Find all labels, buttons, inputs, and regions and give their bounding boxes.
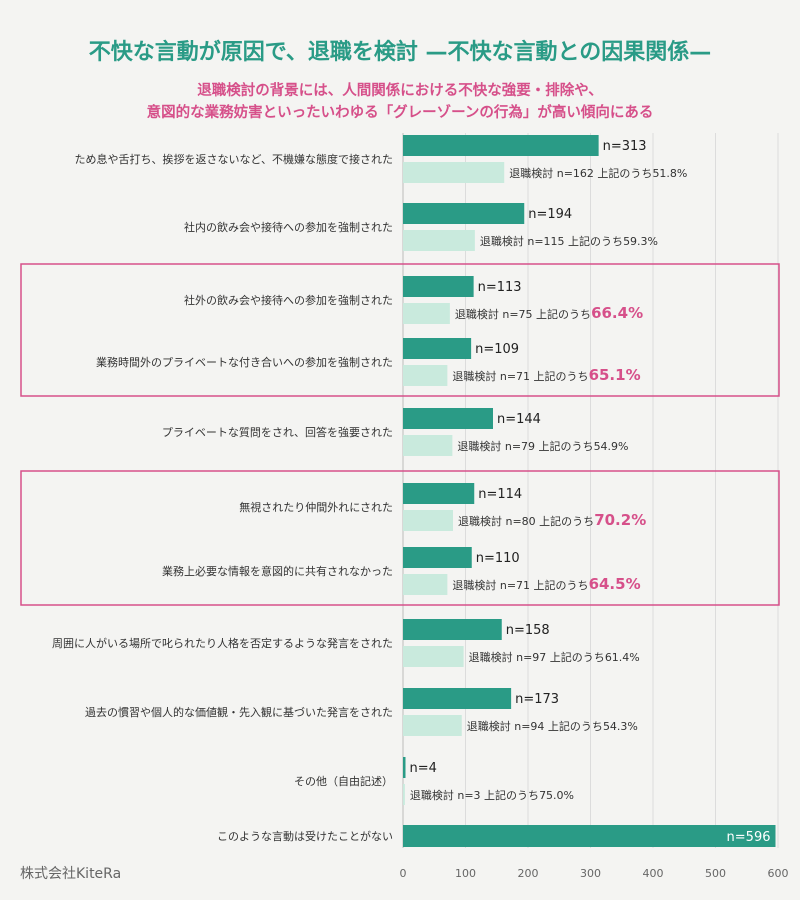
total-bar xyxy=(403,619,502,640)
category-label: ため息や舌打ち、挨拶を返さないなど、不機嫌な態度で接された xyxy=(75,152,393,166)
total-bar xyxy=(403,203,525,224)
subtitle-line-1: 退職検討の背景には、人間関係における不快な強要・排除や、 xyxy=(197,83,603,99)
chart-title: 不快な言動が原因で、退職を検討 —不快な言動との因果関係— xyxy=(88,40,712,65)
category-label: その他（自由記述） xyxy=(294,774,393,788)
consider-value-label: 退職検討 n=79 上記のうち54.9% xyxy=(457,439,628,453)
consider-value-label: 退職検討 n=162 上記のうち51.8% xyxy=(509,166,687,180)
x-tick-label: 400 xyxy=(643,867,664,880)
consider-bar xyxy=(403,646,464,667)
total-value-label: n=596 xyxy=(727,830,771,845)
consider-percent-text: 59.3% xyxy=(623,235,658,248)
total-value-label: n=313 xyxy=(603,139,647,154)
category-label: 社外の飲み会や接待への参加を強制された xyxy=(184,293,393,307)
consider-percent-text: 70.2% xyxy=(594,511,646,529)
consider-count-text: 退職検討 n=79 上記のうち xyxy=(457,439,593,453)
consider-bar xyxy=(403,365,448,386)
x-tick-label: 200 xyxy=(518,867,539,880)
total-value-label: n=114 xyxy=(478,487,522,502)
total-value-label: n=4 xyxy=(410,761,437,776)
consider-count-text: 退職検討 n=3 上記のうち xyxy=(410,788,539,802)
consider-bar xyxy=(403,230,475,251)
total-bar xyxy=(403,483,475,504)
consider-bar xyxy=(403,162,505,183)
total-value-label: n=113 xyxy=(478,280,522,295)
x-tick-label: 300 xyxy=(580,867,601,880)
category-label: 過去の慣習や個人的な価値観・先入観に基づいた発言をされた xyxy=(85,705,393,719)
consider-percent-text: 61.4% xyxy=(605,651,640,664)
consider-count-text: 退職検討 n=71 上記のうち xyxy=(452,578,588,592)
consider-value-label: 退職検討 n=71 上記のうち64.5% xyxy=(452,575,640,593)
consider-percent-text: 66.4% xyxy=(591,304,643,322)
total-value-label: n=158 xyxy=(506,623,550,638)
category-label: プライベートな質問をされ、回答を強要された xyxy=(162,425,393,439)
x-tick-label: 600 xyxy=(768,867,789,880)
total-value-label: n=144 xyxy=(497,412,541,427)
consider-value-label: 退職検討 n=80 上記のうち70.2% xyxy=(458,511,646,529)
total-bar xyxy=(403,825,776,847)
total-bar xyxy=(403,338,472,359)
consider-value-label: 退職検討 n=75 上記のうち66.4% xyxy=(455,304,643,322)
highlight-box xyxy=(20,263,780,397)
total-bar xyxy=(403,757,406,778)
category-label: 業務時間外のプライベートな付き合いへの参加を強制された xyxy=(96,355,393,369)
category-label: 業務上必要な情報を意図的に共有されなかった xyxy=(162,564,393,578)
consider-value-label: 退職検討 n=71 上記のうち65.1% xyxy=(452,366,640,384)
consider-value-label: 退職検討 n=97 上記のうち61.4% xyxy=(469,650,640,664)
consider-count-text: 退職検討 n=80 上記のうち xyxy=(458,514,594,528)
consider-count-text: 退職検討 n=94 上記のうち xyxy=(467,719,603,733)
consider-percent-text: 51.8% xyxy=(652,167,687,180)
consider-percent-text: 54.3% xyxy=(603,720,638,733)
consider-value-label: 退職検討 n=94 上記のうち54.3% xyxy=(467,719,638,733)
consider-percent-text: 54.9% xyxy=(594,440,629,453)
consider-count-text: 退職検討 n=75 上記のうち xyxy=(455,307,591,321)
chart-subtitle: 退職検討の背景には、人間関係における不快な強要・排除や、 意図的な業務妨害といっ… xyxy=(0,80,800,124)
x-tick-label: 500 xyxy=(705,867,726,880)
consider-percent-text: 65.1% xyxy=(589,366,641,384)
x-tick-label: 0 xyxy=(400,867,407,880)
consider-count-text: 退職検討 n=162 上記のうち xyxy=(509,166,652,180)
category-label: 周囲に人がいる場所で叱られたり人格を否定するような発言をされた xyxy=(52,636,393,650)
total-bar xyxy=(403,276,474,297)
total-value-label: n=110 xyxy=(476,551,520,566)
total-value-label: n=194 xyxy=(528,207,572,222)
consider-bar xyxy=(403,435,453,456)
consider-bar xyxy=(403,715,462,736)
consider-percent-text: 75.0% xyxy=(539,789,574,802)
x-tick-label: 100 xyxy=(455,867,476,880)
consider-value-label: 退職検討 n=115 上記のうち59.3% xyxy=(480,234,658,248)
consider-bar xyxy=(403,574,448,595)
category-label: このような言動は受けたことがない xyxy=(217,829,393,843)
total-value-label: n=173 xyxy=(515,692,559,707)
category-label: 社内の飲み会や接待への参加を強制された xyxy=(184,220,393,234)
consider-count-text: 退職検討 n=97 上記のうち xyxy=(469,650,605,664)
category-label: 無視されたり仲間外れにされた xyxy=(239,500,393,514)
total-bar xyxy=(403,135,599,156)
total-bar xyxy=(403,688,512,709)
consider-bar xyxy=(403,784,405,805)
consider-count-text: 退職検討 n=115 上記のうち xyxy=(480,234,623,248)
total-value-label: n=109 xyxy=(475,342,519,357)
company-credit: 株式会社KiteRa xyxy=(20,866,122,882)
total-bar xyxy=(403,547,472,568)
total-bar xyxy=(403,408,493,429)
consider-bar xyxy=(403,303,450,324)
consider-percent-text: 64.5% xyxy=(589,575,641,593)
consider-bar xyxy=(403,510,453,531)
highlight-box xyxy=(20,470,780,606)
consider-count-text: 退職検討 n=71 上記のうち xyxy=(452,369,588,383)
consider-value-label: 退職検討 n=3 上記のうち75.0% xyxy=(410,788,574,802)
subtitle-line-2: 意図的な業務妨害といったいわゆる「グレーゾーンの行為」が高い傾向にある xyxy=(146,105,654,121)
